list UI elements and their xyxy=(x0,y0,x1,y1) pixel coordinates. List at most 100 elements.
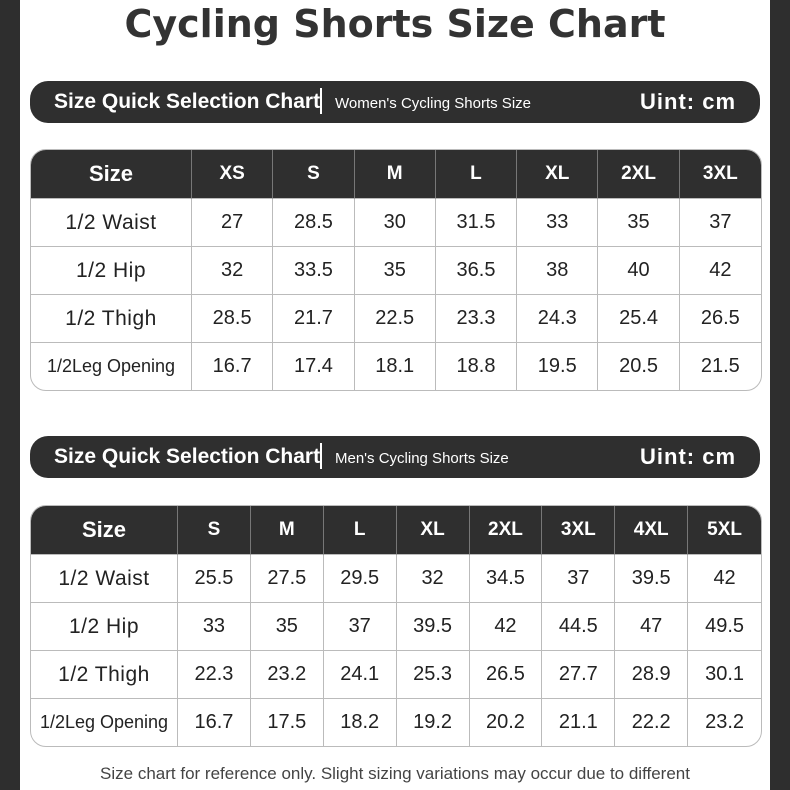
cell: 16.7 xyxy=(192,343,274,390)
row: 1/2 Waist 25.5 27.5 29.5 32 34.5 37 39.5 42 xyxy=(31,555,761,603)
cell: 21.1 xyxy=(542,699,616,746)
cell: 44.5 xyxy=(542,603,616,651)
cell: 32 xyxy=(192,247,274,295)
cell: 37 xyxy=(323,603,397,651)
row-label: 1/2Leg Opening xyxy=(31,343,192,390)
banner-title: Size Quick Selection Chart xyxy=(54,445,321,468)
cell: 23.3 xyxy=(435,295,518,343)
cell: 35 xyxy=(598,199,680,247)
banner-title: Size Quick Selection Chart xyxy=(54,90,321,113)
cell: 33 xyxy=(178,603,251,651)
cell: 31.5 xyxy=(435,199,518,247)
cell: 42 xyxy=(688,555,761,603)
size-header: 4XL xyxy=(615,506,689,555)
size-table: Size S M L XL 2XL 3XL 4XL 5XL 1/2 Waist 25.5 27.5 29… xyxy=(30,505,762,747)
cell: 18.1 xyxy=(355,343,436,390)
row: 1/2Leg Opening 16.7 17.4 18.1 18.8 19.5 20.5 21… xyxy=(31,343,761,390)
cell: 26.5 xyxy=(469,651,543,699)
size-table: Size XS S M L XL 2XL 3XL 1/2 Waist 27 28.5 30 31.5 33… xyxy=(30,149,762,391)
size-header: XL xyxy=(396,506,470,555)
cell: 26.5 xyxy=(679,295,761,343)
row-label: 1/2 Waist xyxy=(31,199,192,247)
header-row: Size XS S M L XL 2XL 3XL xyxy=(31,150,761,199)
cell: 22.3 xyxy=(178,651,251,699)
cell: 22.5 xyxy=(354,295,436,343)
size-header: S xyxy=(273,150,355,199)
row-label: 1/2 Thigh xyxy=(31,295,192,343)
cell: 24.3 xyxy=(517,295,599,343)
row: 1/2 Waist 27 28.5 30 31.5 33 35 37 xyxy=(31,199,761,247)
separator xyxy=(320,88,322,114)
cell: 17.5 xyxy=(251,699,324,746)
edge xyxy=(0,0,20,790)
cell: 28.9 xyxy=(615,651,689,699)
cell: 33 xyxy=(517,199,599,247)
cell: 22.2 xyxy=(615,699,689,746)
cell: 23.2 xyxy=(250,651,324,699)
row-label: 1/2 Thigh xyxy=(31,651,178,699)
cell: 30.1 xyxy=(688,651,761,699)
row-label: 1/2 Hip xyxy=(31,603,178,651)
cell: 42 xyxy=(469,603,543,651)
cell: 27 xyxy=(192,199,274,247)
size-header: 2XL xyxy=(598,150,680,199)
cell: 49.5 xyxy=(688,603,761,651)
size-header: 3XL xyxy=(542,506,616,555)
cell: 24.1 xyxy=(323,651,397,699)
cell: 42 xyxy=(679,247,761,295)
row: 1/2Leg Opening 16.7 17.5 18.2 19.2 20.2 21.1 22… xyxy=(31,699,761,746)
row: 1/2 Hip 32 33.5 35 36.5 38 40 42 xyxy=(31,247,761,295)
unit: Uint: cm xyxy=(640,444,736,469)
size-header: 2XL xyxy=(469,506,543,555)
cell: 23.2 xyxy=(705,711,745,733)
cell: 47 xyxy=(615,603,689,651)
cell: 35 xyxy=(250,603,324,651)
cell: 27.5 xyxy=(250,555,324,603)
cell: 40 xyxy=(598,247,680,295)
size-header: 3XL xyxy=(679,150,761,199)
cell: 25.4 xyxy=(598,295,680,343)
cell: 20.5 xyxy=(598,343,680,390)
banner: Size Quick Selection Chart Men's Cycling … xyxy=(30,436,760,478)
cell: 18.8 xyxy=(436,343,518,390)
cell: 17.4 xyxy=(273,343,355,390)
cell: 33.5 xyxy=(273,247,355,295)
row-label: 1/2Leg Opening xyxy=(31,699,178,746)
cell: 36.5 xyxy=(435,247,518,295)
cell: 32 xyxy=(396,555,470,603)
size-header: M xyxy=(250,506,324,555)
cell: 28.5 xyxy=(273,199,355,247)
edge xyxy=(770,0,790,790)
cell: 37 xyxy=(542,555,616,603)
cell: 29.5 xyxy=(323,555,397,603)
cell: 20.2 xyxy=(470,699,543,746)
row: 1/2 Thigh 22.3 23.2 24.1 25.3 26.5 27.7 28.9 30.… xyxy=(31,651,761,699)
size-header: XS xyxy=(192,150,274,199)
size-header: XL xyxy=(517,150,599,199)
banner-subtitle: Women's Cycling Shorts Size xyxy=(335,95,531,112)
cell: 16.7 xyxy=(178,699,251,746)
row-label: 1/2 Hip xyxy=(31,247,192,295)
cell: 37 xyxy=(679,199,761,247)
banner-subtitle: Men's Cycling Shorts Size xyxy=(335,450,509,467)
cell: 25.5 xyxy=(178,555,251,603)
cell: 39.5 xyxy=(615,555,689,603)
row: 1/2 Hip 33 35 37 39.5 42 44.5 47 49.5 xyxy=(31,603,761,651)
cell: 21.5 xyxy=(700,355,740,377)
size-header: L xyxy=(323,506,397,555)
cell: 28.5 xyxy=(192,295,274,343)
row-label: 1/2 Waist xyxy=(31,555,178,603)
row: 1/2 Thigh 28.5 21.7 22.5 23.3 24.3 25.4 26.5 xyxy=(31,295,761,343)
cell: 18.2 xyxy=(324,699,397,746)
header-row: Size S M L XL 2XL 3XL 4XL 5XL xyxy=(31,506,761,555)
cell: 39.5 xyxy=(396,603,470,651)
header-label: Size xyxy=(31,150,192,199)
cell: 30 xyxy=(354,199,436,247)
size-header: 5XL xyxy=(688,506,761,555)
cell: 19.5 xyxy=(517,343,599,390)
cell: 27.7 xyxy=(542,651,616,699)
cell: 35 xyxy=(354,247,436,295)
title: Cycling Shorts Size Chart xyxy=(124,2,666,46)
banner: Size Quick Selection Chart Women's Cyclin… xyxy=(30,81,760,123)
